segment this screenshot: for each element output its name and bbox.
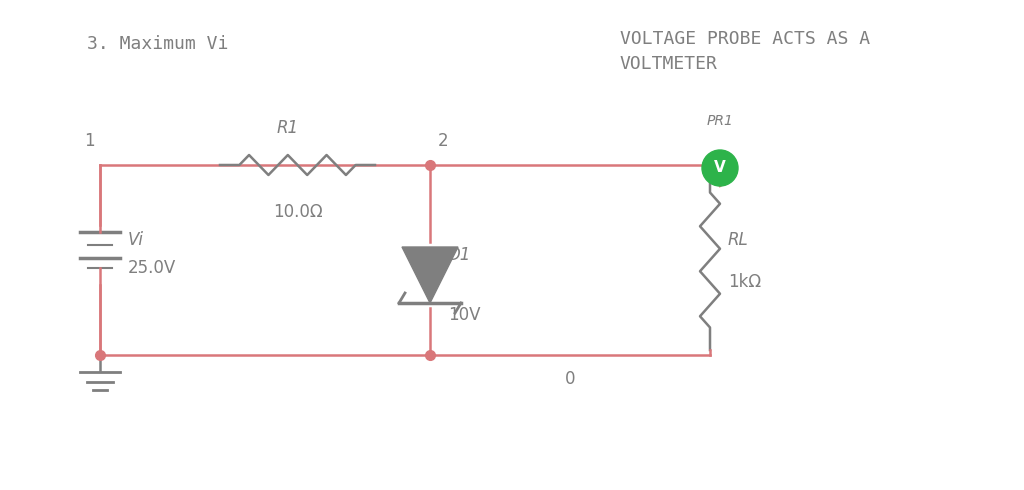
Text: 10V: 10V [449, 306, 480, 324]
Text: 10.0Ω: 10.0Ω [272, 203, 323, 221]
Text: R1: R1 [276, 119, 299, 137]
Text: VOLTMETER: VOLTMETER [620, 55, 718, 73]
Text: 1: 1 [84, 132, 95, 150]
Text: 25.0V: 25.0V [128, 259, 176, 277]
Text: Vi: Vi [128, 231, 144, 249]
Text: 2: 2 [438, 132, 449, 150]
Text: D1: D1 [449, 246, 471, 264]
Circle shape [702, 150, 738, 186]
Text: 3. Maximum Vi: 3. Maximum Vi [87, 35, 228, 53]
Text: VOLTAGE PROBE ACTS AS A: VOLTAGE PROBE ACTS AS A [620, 30, 870, 48]
Polygon shape [402, 247, 458, 303]
Text: V: V [714, 161, 726, 175]
Text: RL: RL [728, 231, 749, 249]
Text: 1kΩ: 1kΩ [728, 273, 761, 291]
Text: 0: 0 [565, 370, 575, 388]
Text: PR1: PR1 [707, 114, 733, 128]
